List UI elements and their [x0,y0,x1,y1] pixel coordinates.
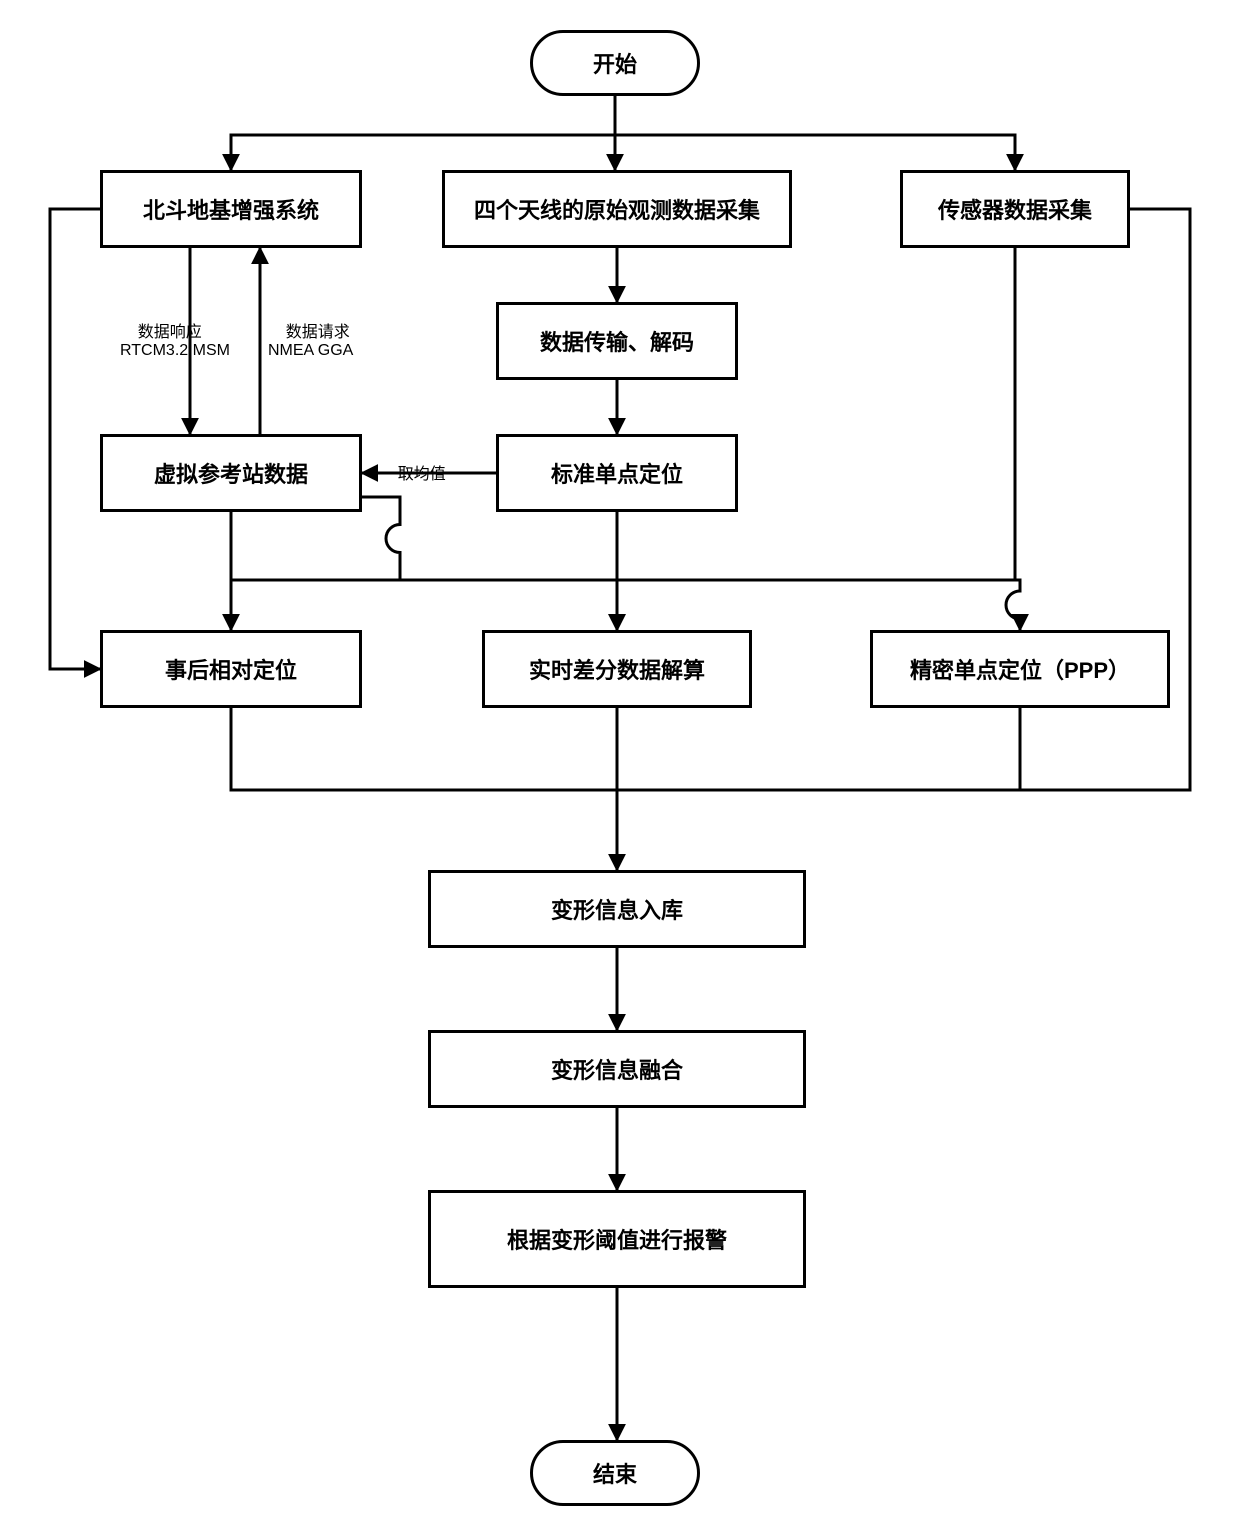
terminal-end: 结束 [530,1440,700,1506]
node-post-label: 事后相对定位 [165,653,297,685]
terminal-start: 开始 [530,30,700,96]
node-decode: 数据传输、解码 [496,302,738,380]
edge-label-nmea: 数据请求NMEA GGA [268,300,353,378]
node-ppp-label: 精密单点定位（PPP） [910,653,1130,685]
node-vrs-label: 虚拟参考站数据 [154,457,308,489]
edge-label-approx-text: 取均值 [398,466,446,483]
node-fuse-label: 变形信息融合 [551,1053,683,1085]
edge-label-rtcm: 数据响应RTCM3.2 MSM [120,300,230,378]
node-antenna-label: 四个天线的原始观测数据采集 [474,193,760,225]
edge-label-approx: 取均值 [380,442,446,502]
node-rtk: 实时差分数据解算 [482,630,752,708]
node-sensor-label: 传感器数据采集 [938,193,1092,225]
node-ppp: 精密单点定位（PPP） [870,630,1170,708]
flowchart-canvas: 开始 结束 北斗地基增强系统 四个天线的原始观测数据采集 传感器数据采集 数据传… [0,0,1240,1516]
node-decode-label: 数据传输、解码 [540,325,694,357]
node-rtk-label: 实时差分数据解算 [529,653,705,685]
node-db-label: 变形信息入库 [551,893,683,925]
node-spp-label: 标准单点定位 [551,457,683,489]
node-fuse: 变形信息融合 [428,1030,806,1108]
node-sensor: 传感器数据采集 [900,170,1130,248]
edge-label-nmea-text: 数据请求NMEA GGA [268,324,353,359]
node-vrs: 虚拟参考站数据 [100,434,362,512]
node-antenna: 四个天线的原始观测数据采集 [442,170,792,248]
node-beidou: 北斗地基增强系统 [100,170,362,248]
node-post: 事后相对定位 [100,630,362,708]
node-db: 变形信息入库 [428,870,806,948]
node-alarm-label: 根据变形阈值进行报警 [507,1223,727,1255]
terminal-start-label: 开始 [593,47,637,79]
node-spp: 标准单点定位 [496,434,738,512]
edge-label-rtcm-text: 数据响应RTCM3.2 MSM [120,324,230,359]
node-alarm: 根据变形阈值进行报警 [428,1190,806,1288]
node-beidou-label: 北斗地基增强系统 [143,193,319,225]
terminal-end-label: 结束 [593,1457,637,1489]
